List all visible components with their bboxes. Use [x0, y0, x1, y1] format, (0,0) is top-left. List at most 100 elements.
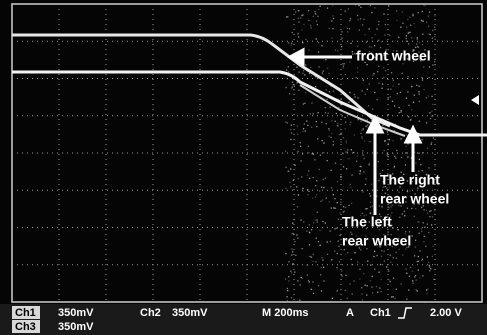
noise-dot — [302, 131, 303, 132]
noise-dot — [416, 85, 417, 86]
noise-dot — [419, 159, 420, 160]
noise-dot — [415, 240, 416, 241]
noise-dot — [405, 164, 406, 165]
noise-dot — [409, 17, 410, 18]
noise-dot — [408, 105, 409, 106]
noise-dot — [323, 280, 324, 281]
noise-dot — [338, 241, 339, 242]
noise-dot — [306, 231, 307, 232]
noise-dot — [318, 9, 319, 10]
noise-dot — [341, 37, 342, 38]
noise-dot — [390, 89, 391, 90]
noise-dot — [285, 151, 286, 152]
noise-dot — [286, 296, 287, 297]
noise-dot — [323, 179, 324, 180]
noise-dot — [427, 213, 428, 214]
noise-dot — [378, 83, 379, 84]
noise-dot — [398, 84, 399, 85]
noise-dot — [323, 142, 324, 143]
noise-dot — [418, 269, 419, 270]
noise-dot — [391, 72, 392, 73]
noise-dot — [321, 187, 322, 188]
noise-dot — [372, 109, 373, 110]
noise-dot — [341, 46, 342, 47]
noise-dot — [402, 11, 403, 12]
noise-dot — [388, 88, 389, 89]
noise-dot — [323, 187, 324, 188]
noise-dot — [340, 98, 341, 99]
noise-dot — [347, 149, 348, 150]
noise-dot — [313, 222, 314, 223]
noise-dot — [419, 94, 420, 95]
noise-dot — [409, 32, 410, 33]
noise-dot — [392, 140, 393, 141]
noise-dot — [354, 94, 355, 95]
noise-dot — [426, 22, 427, 23]
noise-dot — [298, 90, 299, 91]
noise-dot — [387, 155, 388, 156]
noise-dot — [293, 180, 294, 181]
noise-dot — [313, 16, 314, 17]
noise-dot — [406, 41, 407, 42]
status-text: Ch1 — [370, 307, 391, 319]
noise-dot — [337, 123, 338, 124]
noise-dot — [366, 64, 367, 65]
noise-dot — [420, 164, 421, 165]
noise-dot — [292, 86, 293, 87]
noise-dot — [328, 128, 329, 129]
noise-dot — [294, 86, 295, 87]
noise-dot — [369, 141, 370, 142]
noise-dot — [430, 34, 431, 35]
noise-dot — [300, 142, 301, 143]
noise-dot — [393, 80, 394, 81]
noise-dot — [429, 270, 430, 271]
noise-dot — [309, 256, 310, 257]
noise-dot — [396, 150, 397, 151]
noise-dot — [352, 293, 353, 294]
noise-dot — [370, 206, 371, 207]
noise-dot — [320, 201, 321, 202]
noise-dot — [377, 71, 378, 72]
noise-dot — [316, 194, 317, 195]
noise-dot — [374, 92, 375, 93]
noise-dot — [307, 175, 308, 176]
noise-dot — [374, 45, 375, 46]
noise-dot — [352, 51, 353, 52]
noise-dot — [392, 152, 393, 153]
noise-dot — [328, 113, 329, 114]
noise-dot — [313, 153, 314, 154]
noise-dot — [390, 281, 391, 282]
noise-dot — [349, 124, 350, 125]
noise-dot — [303, 188, 304, 189]
noise-dot — [381, 41, 382, 42]
noise-dot — [348, 158, 349, 159]
noise-dot — [349, 20, 350, 21]
noise-dot — [289, 182, 290, 183]
noise-dot — [317, 212, 318, 213]
noise-dot — [303, 24, 304, 25]
noise-dot — [414, 95, 415, 96]
noise-dot — [291, 124, 292, 125]
noise-dot — [381, 256, 382, 257]
noise-dot — [340, 133, 341, 134]
noise-dot — [341, 270, 342, 271]
noise-dot — [428, 95, 429, 96]
noise-dot — [351, 259, 352, 260]
noise-dot — [333, 144, 334, 145]
noise-dot — [401, 73, 402, 74]
noise-dot — [311, 229, 312, 230]
noise-dot — [345, 128, 346, 129]
noise-dot — [417, 39, 418, 40]
noise-dot — [378, 272, 379, 273]
noise-dot — [368, 105, 369, 106]
noise-dot — [376, 286, 377, 287]
noise-dot — [348, 205, 349, 206]
noise-dot — [337, 181, 338, 182]
noise-dot — [374, 7, 375, 8]
noise-dot — [394, 298, 395, 299]
noise-dot — [293, 89, 294, 90]
noise-dot — [387, 131, 388, 132]
noise-dot — [317, 24, 318, 25]
status-text: Ch1 — [15, 307, 36, 319]
noise-dot — [341, 31, 342, 32]
